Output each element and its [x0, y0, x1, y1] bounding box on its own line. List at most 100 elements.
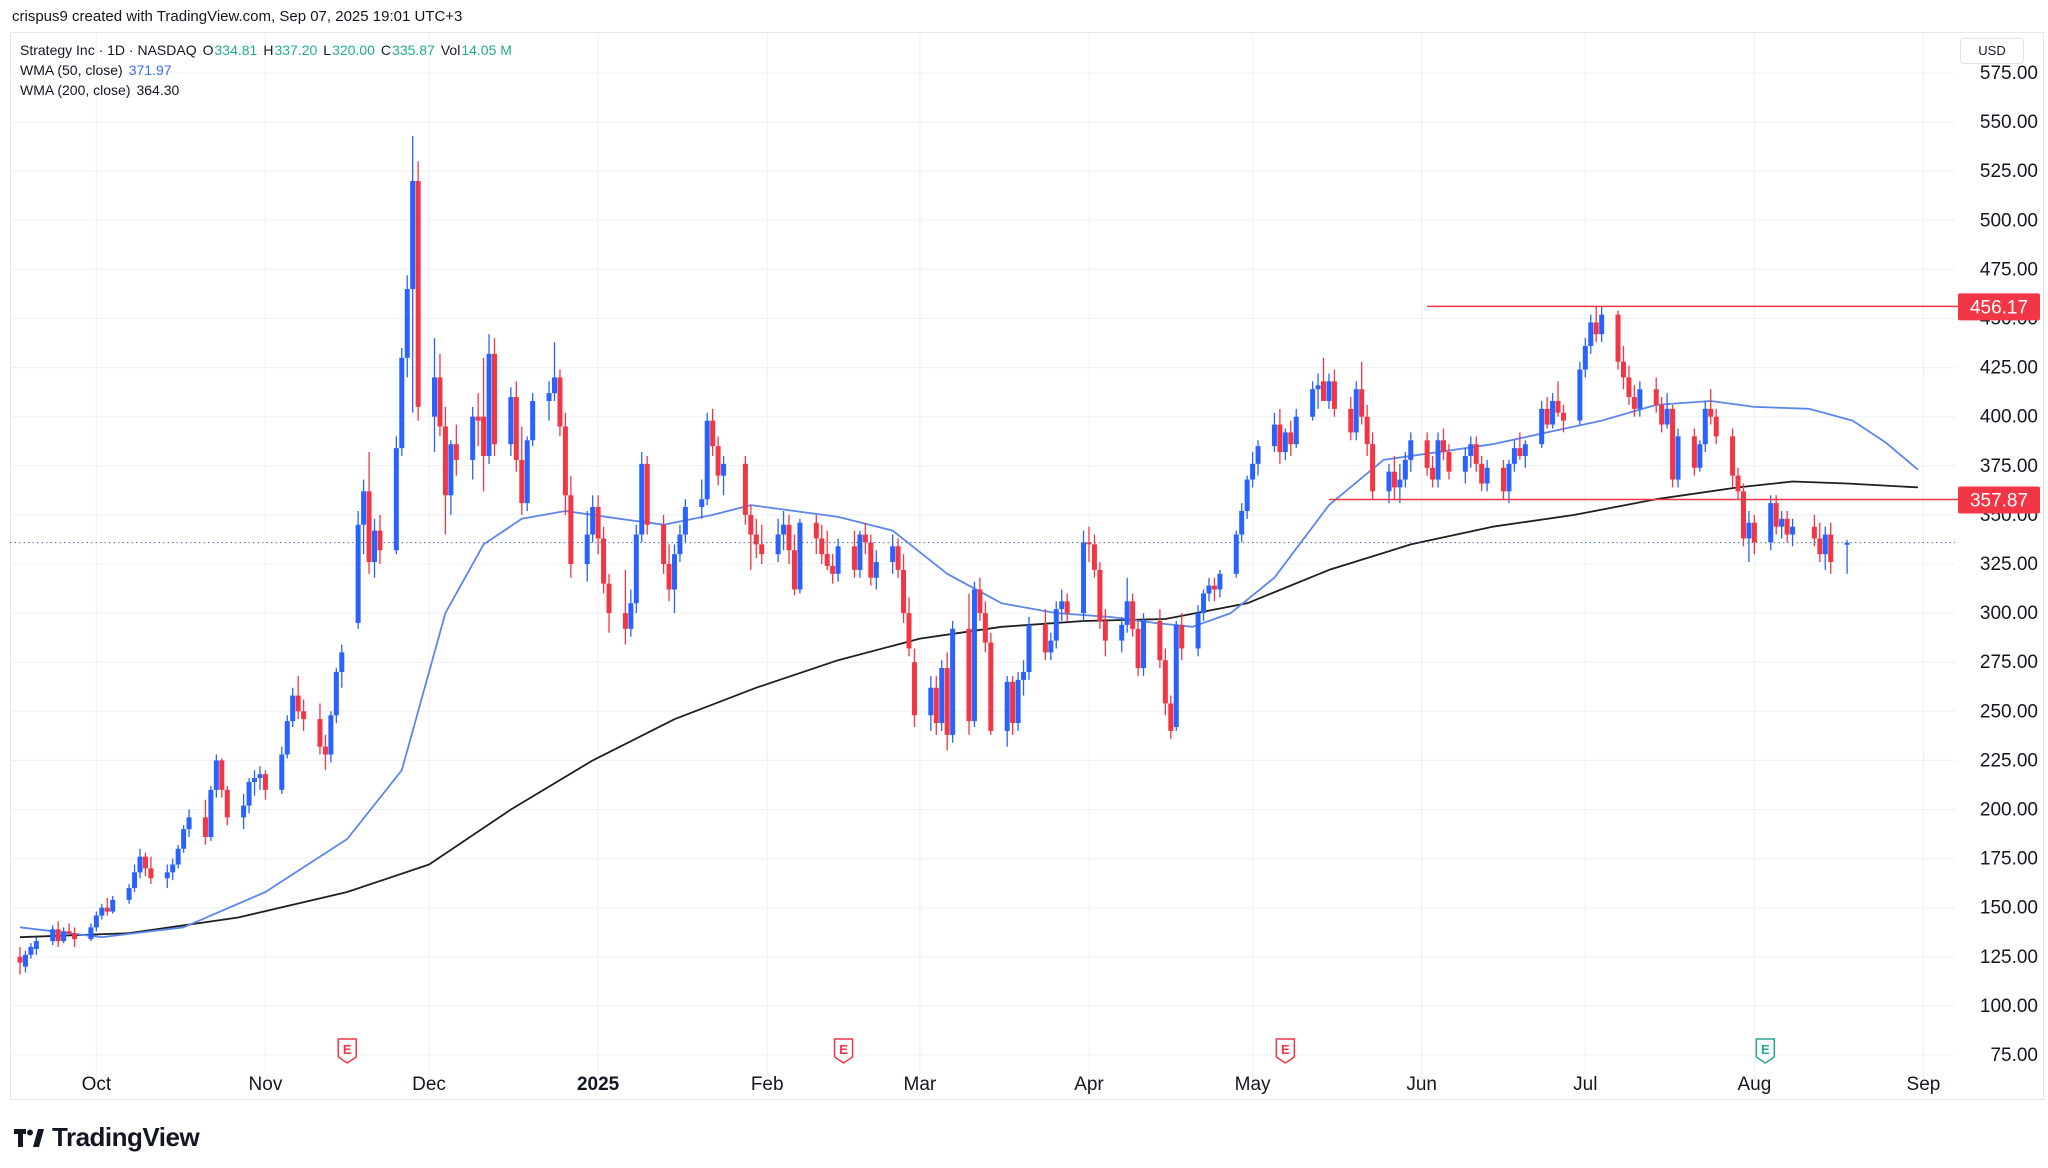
candle-up: [677, 524, 683, 563]
candle-body: [824, 554, 830, 566]
candle-up: [857, 530, 863, 578]
candle-body: [928, 687, 934, 716]
legend-wma50-row[interactable]: WMA (50, close) 371.97: [20, 60, 518, 80]
candle-down: [1626, 365, 1632, 405]
candle-down: [481, 357, 487, 492]
wma50-label[interactable]: WMA (50, close): [20, 62, 123, 78]
candle-up: [1173, 620, 1179, 731]
candle-up: [1577, 361, 1583, 425]
candle-up: [928, 675, 934, 731]
candle-down: [1157, 609, 1163, 669]
candle-body: [1473, 444, 1479, 464]
candle-body: [1500, 467, 1506, 492]
candle-body: [1331, 381, 1337, 409]
candle-body: [99, 907, 105, 916]
candle-body: [142, 856, 148, 869]
legend-wma200-row[interactable]: WMA (200, close) 364.30: [20, 80, 518, 100]
candle-body: [1751, 522, 1757, 543]
candle-body: [137, 856, 143, 873]
candle-up: [213, 754, 219, 798]
candle-up: [1550, 393, 1556, 429]
candle-down: [1659, 397, 1665, 433]
candle-up: [28, 943, 34, 959]
candle-body: [1244, 479, 1250, 511]
candle-up: [290, 687, 296, 728]
y-tick-label: 125.00: [1980, 947, 2038, 968]
candle-body: [1179, 624, 1185, 649]
close-key: C: [380, 42, 392, 58]
symbol-title[interactable]: Strategy Inc · 1D · NASDAQ: [20, 42, 197, 58]
candle-body: [775, 534, 781, 555]
candle-body: [1768, 503, 1774, 543]
candle-down: [262, 770, 268, 800]
candle-down: [519, 426, 525, 515]
candle-body: [966, 628, 972, 722]
candle-up: [448, 440, 454, 515]
candle-up: [1141, 613, 1147, 676]
candle-up: [1315, 373, 1321, 409]
candle-up: [1059, 589, 1065, 621]
candle-body: [1250, 463, 1256, 480]
candle-body: [1124, 601, 1130, 625]
candle-body: [164, 872, 170, 879]
candle-body: [1484, 467, 1490, 484]
candle-body: [584, 534, 590, 564]
candle-down: [1544, 397, 1550, 429]
candle-down: [1102, 609, 1108, 657]
candle-body: [1135, 628, 1141, 669]
candle-up: [584, 510, 590, 582]
candle-body: [1282, 432, 1288, 453]
candle-body: [366, 491, 372, 563]
y-tick-label: 475.00: [1980, 259, 2038, 280]
candle-up: [1779, 510, 1785, 539]
candle-body: [562, 426, 568, 496]
candle-body: [66, 931, 72, 934]
candle-down: [568, 475, 574, 578]
candle-body: [148, 868, 154, 879]
candle-body: [1386, 471, 1392, 492]
legend-symbol-row[interactable]: Strategy Inc · 1D · NASDAQ O 334.81 H 337.…: [20, 40, 518, 60]
candle-down: [1560, 404, 1566, 433]
candle-body: [1811, 526, 1817, 539]
y-tick-label: 525.00: [1980, 161, 2038, 182]
candle-body: [1315, 385, 1321, 390]
candle-body: [33, 941, 39, 949]
tradingview-logo[interactable]: TradingView: [14, 1122, 200, 1153]
candle-up: [246, 778, 252, 814]
candle-up: [628, 589, 634, 637]
candle-up: [1822, 526, 1828, 570]
candle-up: [1271, 412, 1277, 453]
candle-body: [88, 927, 94, 940]
candle-down: [415, 161, 421, 421]
candle-up: [1702, 400, 1708, 453]
candle-body: [644, 463, 650, 525]
candle-down: [317, 703, 323, 755]
candle-body: [1446, 452, 1452, 472]
chart-frame: [10, 32, 2044, 1100]
candle-up: [175, 844, 181, 869]
x-tick-label: Jun: [1406, 1074, 1437, 1095]
candle-up: [633, 524, 639, 614]
candle-body: [492, 353, 497, 445]
candle-body: [186, 817, 192, 830]
candle-body: [1353, 389, 1359, 433]
earnings-marker: E: [337, 1038, 357, 1064]
candle-body: [290, 695, 296, 722]
candle-up: [1588, 314, 1594, 354]
wma200-label[interactable]: WMA (200, close): [20, 82, 131, 98]
candle-down: [813, 514, 819, 555]
currency-button[interactable]: USD: [1960, 38, 2024, 64]
candle-body: [1506, 463, 1512, 492]
candle-down: [1086, 526, 1092, 563]
candle-body: [372, 530, 378, 563]
candle-up: [1697, 440, 1703, 472]
candle-down: [1359, 361, 1365, 425]
candle-up: [1026, 617, 1032, 680]
candle-down: [1391, 455, 1397, 500]
marker-shape: [1275, 1038, 1296, 1064]
candle-body: [1081, 542, 1087, 614]
candle-up: [1201, 589, 1207, 621]
candle-up: [873, 550, 879, 590]
candle-body: [1626, 377, 1632, 398]
